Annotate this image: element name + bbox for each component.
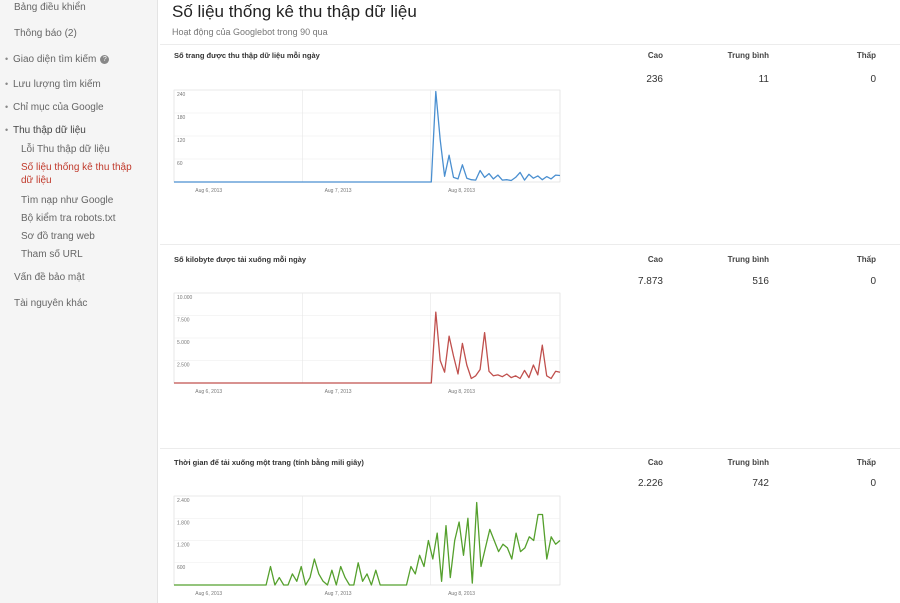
stat-high-value: 2.226	[637, 478, 663, 489]
stat-high-label: Cao	[647, 51, 663, 60]
sidebar-item-label: Lưu lượng tìm kiếm	[13, 79, 101, 90]
sidebar-subitem-crawl-stats-cont[interactable]: dữ liệu	[21, 175, 52, 186]
expand-bullet-icon: •	[5, 79, 9, 89]
sidebar-item-google-index[interactable]: • Chỉ mục của Google	[5, 102, 104, 113]
stat-low-value: 0	[870, 276, 876, 287]
x-tick-label: Aug 8, 2013	[448, 389, 475, 395]
y-tick-label: 7.500	[177, 318, 190, 324]
y-tick-label: 5.000	[177, 340, 190, 346]
panel-divider	[160, 448, 900, 449]
stat-high-label: Cao	[647, 255, 663, 264]
stat-avg-value: 516	[752, 276, 769, 287]
stat-low-value: 0	[870, 74, 876, 85]
series-line	[174, 501, 561, 586]
stat-high-value: 7.873	[637, 276, 663, 287]
page-subtitle: Hoạt động của Googlebot trong 90 qua	[172, 27, 328, 37]
sidebar-item-label: Vấn đề bảo mật	[14, 272, 85, 283]
panel-title: Số trang được thu thập dữ liệu mỗi ngày	[174, 51, 320, 60]
sidebar-subitem-crawl-stats[interactable]: Số liệu thống kê thu thập	[21, 162, 132, 173]
stat-low-label: Thấp	[856, 255, 876, 264]
sidebar-item-label: Giao diện tìm kiếm	[13, 54, 97, 65]
sidebar-item-label: Tài nguyên khác	[14, 298, 88, 309]
sidebar-item-label: Bảng điều khiển	[14, 2, 86, 13]
line-chart-kilobytes: 10.000 7.500 5.000 2.500 Aug 6, 2013 Aug 7, 2…	[173, 292, 561, 395]
y-tick-label: 120	[177, 138, 186, 144]
sidebar-item-security-issues[interactable]: Vấn đề bảo mật	[14, 272, 85, 283]
series-line	[174, 311, 561, 384]
stat-low-value: 0	[870, 478, 876, 489]
x-tick-label: Aug 8, 2013	[448, 188, 475, 194]
x-tick-label: Aug 6, 2013	[195, 389, 222, 395]
sidebar-subitem-fetch-as-google[interactable]: Tìm nạp như Google	[21, 195, 114, 206]
x-tick-label: Aug 7, 2013	[325, 188, 352, 194]
sidebar-item-label: Chỉ mục của Google	[13, 102, 104, 113]
stat-high-label: Cao	[647, 458, 663, 467]
y-tick-label: 180	[177, 115, 186, 121]
line-chart-pages: 240 180 120 60 Aug 6, 2013 Aug 7, 2013 Aug 8, …	[173, 89, 561, 194]
stat-low-label: Thấp	[856, 458, 876, 467]
y-tick-label: 240	[177, 92, 186, 98]
sidebar-subitem-robots-tester[interactable]: Bộ kiểm tra robots.txt	[21, 213, 116, 224]
y-tick-label: 1.200	[177, 543, 190, 549]
stat-avg-value: 742	[752, 478, 769, 489]
chart-kilobytes-downloaded: 10.000 7.500 5.000 2.500 Aug 6, 2013 Aug 7, 2…	[168, 289, 564, 399]
x-tick-label: Aug 6, 2013	[195, 591, 222, 597]
stat-avg-label: Trung bình	[727, 255, 769, 264]
help-icon[interactable]: ?	[100, 54, 110, 64]
stat-avg-label: Trung bình	[727, 458, 769, 467]
y-tick-label: 2.500	[177, 363, 190, 369]
page-title: Số liệu thống kê thu thập dữ liệu	[172, 2, 417, 21]
stat-high-value: 236	[646, 74, 663, 85]
y-tick-label: 600	[177, 565, 186, 571]
series-line	[174, 90, 561, 183]
panel-divider	[160, 44, 900, 45]
stat-avg-value: 11	[758, 74, 769, 85]
x-tick-label: Aug 6, 2013	[195, 188, 222, 194]
y-tick-label: 10.000	[177, 295, 193, 301]
expand-bullet-icon: •	[5, 125, 9, 135]
sidebar-item-messages[interactable]: Thông báo (2)	[14, 28, 77, 39]
sidebar-item-label: Thu thập dữ liệu	[13, 125, 86, 136]
sidebar-item-search-traffic[interactable]: • Lưu lượng tìm kiếm	[5, 79, 101, 90]
sidebar-item-label: Thông báo (2)	[14, 28, 77, 39]
sidebar-item-crawl[interactable]: • Thu thập dữ liệu	[5, 125, 86, 136]
stat-avg-label: Trung bình	[727, 51, 769, 60]
chart-pages-crawled: 240 180 120 60 Aug 6, 2013 Aug 7, 2013 Aug 8, …	[168, 86, 564, 198]
panel-title: Thời gian để tải xuống một trang (tính b…	[174, 458, 364, 467]
x-tick-label: Aug 7, 2013	[325, 389, 352, 395]
panel-title: Số kilobyte được tải xuống mỗi ngày	[174, 255, 307, 264]
y-tick-label: 60	[177, 161, 183, 167]
panel-divider	[160, 244, 900, 245]
expand-bullet-icon: •	[5, 102, 9, 112]
sidebar-subitem-crawl-errors[interactable]: Lỗi Thu thập dữ liệu	[21, 144, 110, 155]
y-tick-label: 1.800	[177, 520, 190, 526]
sidebar-item-other-resources[interactable]: Tài nguyên khác	[14, 298, 87, 309]
sidebar-subitem-sitemaps[interactable]: Sơ đồ trang web	[21, 231, 95, 242]
x-tick-label: Aug 7, 2013	[325, 591, 352, 597]
y-tick-label: 2.400	[177, 498, 190, 504]
line-chart-download-time: 2.400 1.800 1.200 600 Aug 6, 2013 Aug 7, 2013…	[173, 495, 561, 597]
sidebar-subitem-url-parameters[interactable]: Tham số URL	[21, 249, 83, 260]
chart-download-time: 2.400 1.800 1.200 600 Aug 6, 2013 Aug 7, 2013…	[168, 492, 564, 601]
expand-bullet-icon: •	[5, 54, 9, 64]
sidebar-item-search-appearance[interactable]: • Giao diện tìm kiếm?	[5, 54, 110, 65]
sidebar: Bảng điều khiển Thông báo (2) • Giao diện…	[0, 0, 158, 603]
sidebar-item-dashboard[interactable]: Bảng điều khiển	[14, 2, 86, 13]
x-tick-label: Aug 8, 2013	[448, 591, 475, 597]
stat-low-label: Thấp	[856, 51, 876, 60]
